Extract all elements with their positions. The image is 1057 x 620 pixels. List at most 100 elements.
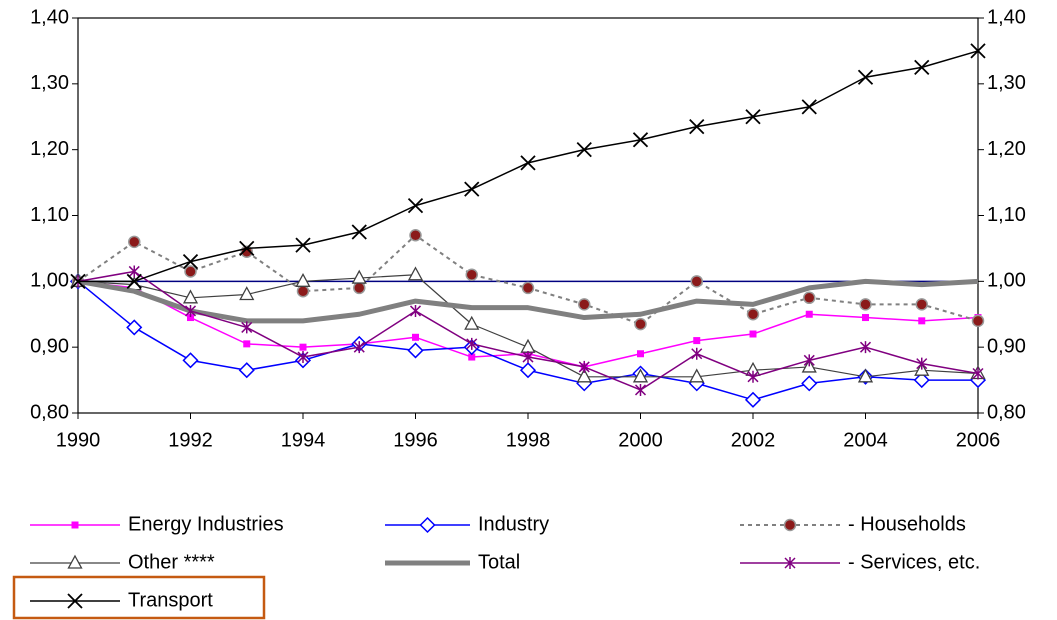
marker-square xyxy=(243,340,251,348)
marker-triangle xyxy=(464,315,480,330)
marker-diamond xyxy=(407,342,424,359)
legend-label: Total xyxy=(478,551,520,573)
marker-star xyxy=(747,370,759,383)
marker-square xyxy=(862,314,869,322)
marker-circle xyxy=(409,229,422,242)
marker xyxy=(71,521,79,529)
marker xyxy=(126,273,142,289)
marker-x xyxy=(857,69,874,85)
marker xyxy=(522,351,534,364)
marker xyxy=(187,314,194,322)
marker-star xyxy=(409,304,422,317)
marker-circle xyxy=(915,298,928,311)
marker xyxy=(576,142,592,158)
marker xyxy=(297,351,309,364)
marker-circle xyxy=(128,235,141,249)
marker xyxy=(746,308,760,321)
marker xyxy=(862,314,869,322)
marker-square xyxy=(918,317,926,325)
marker xyxy=(351,269,367,284)
legend-label: Industry xyxy=(478,513,549,535)
legend-label: - Households xyxy=(848,513,966,535)
marker-diamond xyxy=(913,372,930,389)
marker xyxy=(182,253,199,270)
y2-tick-label: 1,00 xyxy=(987,270,1026,292)
marker xyxy=(578,298,591,311)
y-tick-label: 1,20 xyxy=(30,138,69,160)
marker-x xyxy=(182,253,199,270)
legend-label: Other **** xyxy=(128,551,215,573)
marker xyxy=(745,109,761,125)
marker-triangle xyxy=(67,554,83,569)
marker-x xyxy=(295,237,311,253)
marker-diamond xyxy=(519,362,537,379)
marker xyxy=(238,362,255,379)
marker xyxy=(239,240,255,257)
marker-circle xyxy=(690,275,703,288)
marker xyxy=(913,372,930,389)
marker-x xyxy=(632,132,649,148)
marker xyxy=(744,391,762,408)
marker-x xyxy=(351,224,367,240)
marker xyxy=(465,268,478,281)
marker-circle xyxy=(803,291,816,305)
marker xyxy=(689,368,705,383)
series-line xyxy=(78,50,979,283)
marker-diamond xyxy=(126,319,143,336)
marker xyxy=(351,224,367,240)
marker-x xyxy=(520,155,536,171)
legend-label: - Services, etc. xyxy=(848,551,980,573)
marker xyxy=(747,370,759,383)
marker-star xyxy=(466,337,478,350)
marker xyxy=(243,340,251,348)
marker xyxy=(634,317,647,331)
marker-circle xyxy=(184,265,197,278)
marker xyxy=(239,286,255,301)
marker-star xyxy=(297,351,309,364)
y-tick-label: 1,00 xyxy=(30,270,69,292)
marker-x xyxy=(70,273,86,289)
marker xyxy=(972,367,984,380)
highlight-box xyxy=(12,575,266,620)
marker xyxy=(520,155,536,171)
y-tick-label: 1,10 xyxy=(30,204,69,226)
marker xyxy=(407,342,424,359)
marker xyxy=(409,229,422,242)
marker-circle xyxy=(746,308,760,321)
marker xyxy=(914,59,930,76)
marker-x xyxy=(464,181,480,197)
marker xyxy=(970,43,986,59)
marker xyxy=(803,291,816,305)
marker-x xyxy=(914,59,930,76)
x-tick-label: 2006 xyxy=(956,429,1001,451)
marker xyxy=(182,289,199,304)
marker xyxy=(632,368,649,383)
marker xyxy=(915,298,928,311)
legend-label: Transport xyxy=(128,589,213,611)
marker xyxy=(783,518,797,532)
marker xyxy=(412,333,419,341)
marker xyxy=(70,273,86,289)
marker xyxy=(859,298,872,311)
marker-square xyxy=(749,330,757,338)
marker-triangle xyxy=(520,338,536,353)
marker xyxy=(916,357,928,370)
marker-star xyxy=(634,383,647,396)
marker-star xyxy=(691,347,703,360)
marker-x xyxy=(801,99,817,115)
marker-circle xyxy=(783,518,797,532)
marker-circle xyxy=(971,314,985,328)
marker-circle xyxy=(465,268,478,281)
marker-star xyxy=(916,357,928,370)
marker xyxy=(67,593,83,609)
marker xyxy=(521,281,535,295)
marker xyxy=(464,181,480,197)
marker xyxy=(353,281,366,295)
marker xyxy=(296,284,310,298)
marker-circle xyxy=(353,281,366,295)
marker xyxy=(299,343,307,351)
marker xyxy=(353,341,365,354)
marker xyxy=(126,319,143,336)
marker-star xyxy=(128,265,140,278)
marker xyxy=(184,265,197,278)
